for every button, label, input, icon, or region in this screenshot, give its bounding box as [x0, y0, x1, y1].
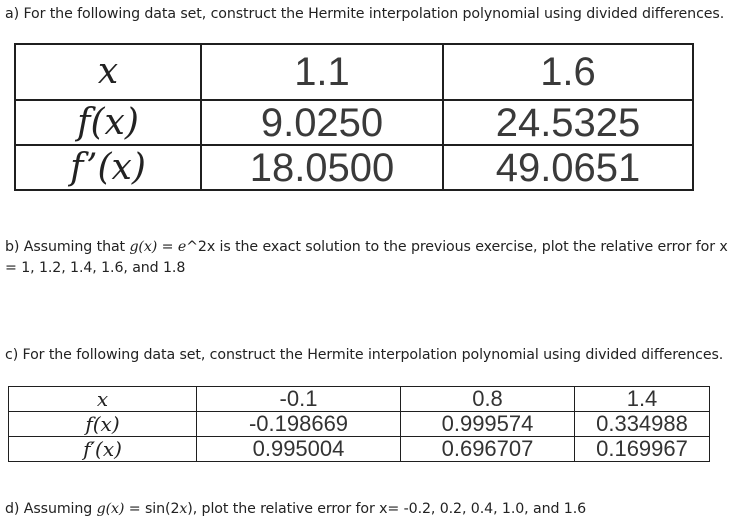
hermite-data-table-1: x 1.1 1.6 f(x) 9.0250 24.5325 f’(x) 18.0…: [14, 43, 694, 191]
table-cell: 49.0651: [442, 144, 694, 191]
equals-sign: =: [157, 239, 178, 255]
question-d-suffix: ), plot the relative error for x= -0.2, …: [187, 501, 587, 517]
table-cell: 24.5325: [442, 99, 694, 146]
table-cell: -0.1: [196, 386, 401, 412]
table-row: f′(x) 0.995004 0.696707 0.169967: [8, 436, 710, 462]
table-row: f(x) -0.198669 0.999574 0.334988: [8, 411, 710, 437]
row-label-x: x: [8, 386, 197, 412]
table-cell: 0.696707: [400, 436, 575, 462]
row-label-x: x: [14, 43, 202, 101]
row-label-fx: f(x): [14, 99, 202, 146]
table-cell: 1.6: [442, 43, 694, 101]
row-label-fprime-x: f’(x): [14, 144, 202, 191]
table-cell: 0.995004: [196, 436, 401, 462]
variable-x: x: [179, 501, 188, 517]
function-g: g(x): [129, 239, 158, 255]
sin-expression: = sin(2: [124, 501, 180, 517]
table-cell: 9.0250: [200, 99, 444, 146]
table-row: x 1.1 1.6: [14, 43, 694, 101]
hermite-data-table-2: x -0.1 0.8 1.4 f(x) -0.198669 0.999574 0…: [8, 386, 710, 462]
table-cell: 18.0500: [200, 144, 444, 191]
question-a-text: a) For the following data set, construct…: [5, 6, 725, 22]
question-b-prefix: b) Assuming that: [5, 239, 130, 255]
function-g: g(x): [96, 501, 125, 517]
question-d-text: d) Assuming g(x) = sin(2x), plot the rel…: [5, 499, 586, 520]
question-d-prefix: d) Assuming: [5, 501, 97, 517]
exp-base: e: [177, 239, 187, 255]
row-label-fprime-x: f′(x): [8, 436, 197, 462]
table-cell: 0.169967: [574, 436, 710, 462]
table-cell: -0.198669: [196, 411, 401, 437]
row-label-fx: f(x): [8, 411, 197, 437]
table-row: x -0.1 0.8 1.4: [8, 386, 710, 412]
question-b-suffix: ^2x is the exact solution to the previou…: [5, 239, 728, 276]
table-row: f(x) 9.0250 24.5325: [14, 99, 694, 146]
table-cell: 0.999574: [400, 411, 575, 437]
question-b-text: b) Assuming that g(x) = e^2x is the exac…: [5, 237, 733, 279]
table-cell: 0.334988: [574, 411, 710, 437]
table-cell: 0.8: [400, 386, 575, 412]
table-cell: 1.1: [200, 43, 444, 101]
question-c-text: c) For the following data set, construct…: [5, 347, 724, 363]
table-row: f’(x) 18.0500 49.0651: [14, 144, 694, 191]
table-cell: 1.4: [574, 386, 710, 412]
